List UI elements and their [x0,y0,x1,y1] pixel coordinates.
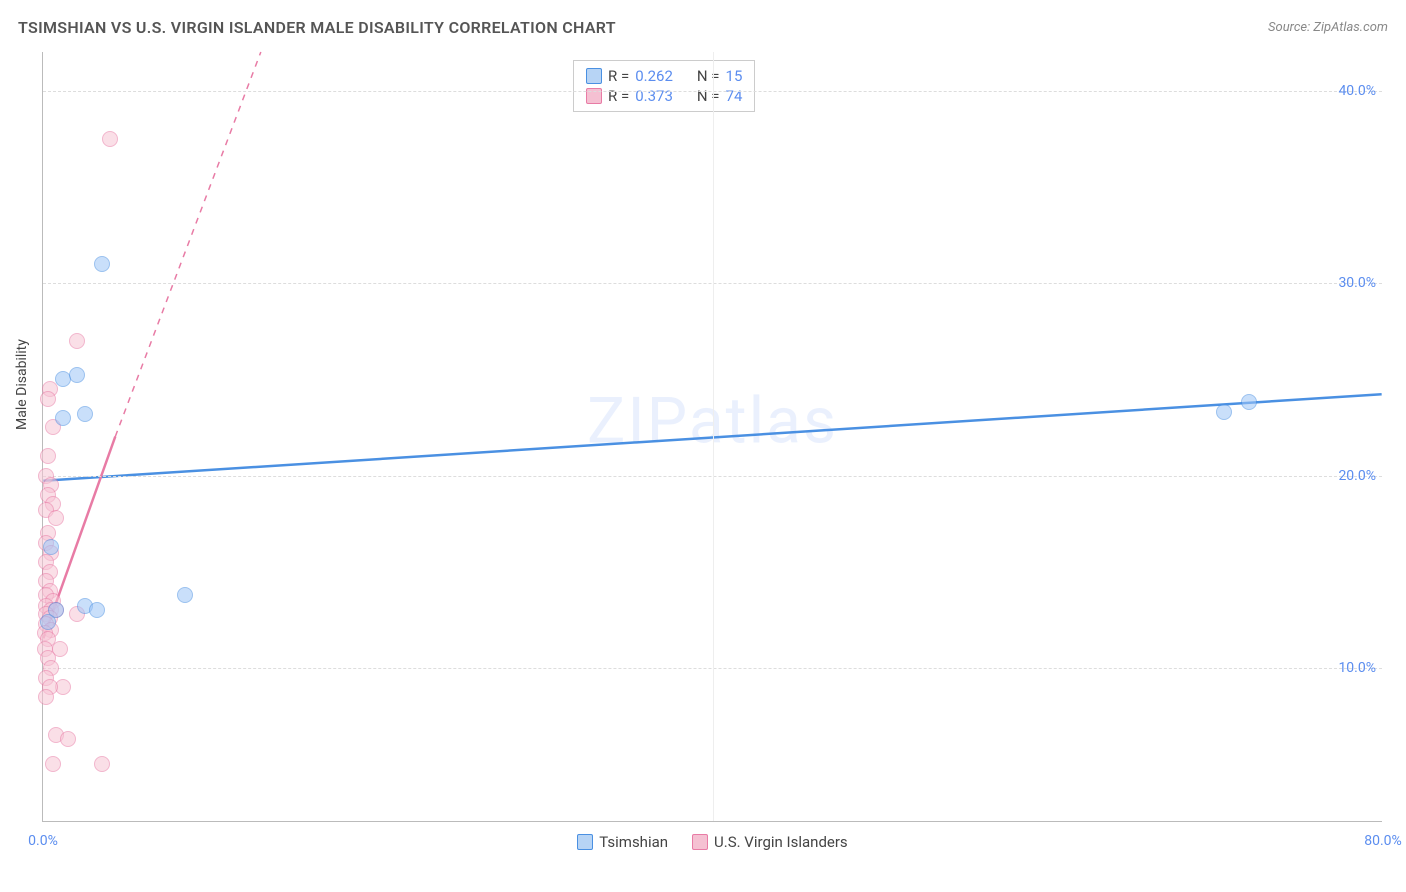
scatter-point-pink [40,448,56,464]
y-axis-label: Male Disability [14,339,30,430]
swatch-blue-icon [586,68,602,84]
legend-swatch-blue-icon [577,834,593,850]
scatter-point-blue [94,256,110,272]
chart-plot-area: ZIPatlas R = 0.262 N = 15 R = 0.373 N = … [42,52,1382,822]
chart-title: TSIMSHIAN VS U.S. VIRGIN ISLANDER MALE D… [18,18,616,37]
y-tick-label: 30.0% [1338,275,1376,291]
scatter-point-pink [38,689,54,705]
stats-row-blue: R = 0.262 N = 15 [586,67,742,85]
y-tick-label: 40.0% [1338,83,1376,99]
scatter-point-blue [43,539,59,555]
legend-item-blue: Tsimshian [577,833,668,851]
scatter-point-pink [40,391,56,407]
stat-r-label: R = [608,67,629,85]
legend-label-pink: U.S. Virgin Islanders [714,833,848,851]
stat-r-blue: 0.262 [635,67,673,85]
y-tick-label: 20.0% [1338,468,1376,484]
y-tick-label: 10.0% [1338,660,1376,676]
scatter-point-pink [45,756,61,772]
scatter-point-pink [48,510,64,526]
scatter-point-blue [1216,404,1232,420]
x-tick-label: 0.0% [28,833,58,849]
scatter-point-blue [55,410,71,426]
stats-legend-box: R = 0.262 N = 15 R = 0.373 N = 74 [573,60,755,112]
scatter-point-pink [102,131,118,147]
chart-header: TSIMSHIAN VS U.S. VIRGIN ISLANDER MALE D… [18,18,1388,37]
scatter-point-blue [89,602,105,618]
legend-label-blue: Tsimshian [599,833,668,851]
chart-source: Source: ZipAtlas.com [1268,20,1388,35]
legend-item-pink: U.S. Virgin Islanders [692,833,848,851]
scatter-point-pink [60,731,76,747]
scatter-point-blue [1241,394,1257,410]
scatter-point-pink [94,756,110,772]
scatter-point-blue [69,367,85,383]
scatter-point-blue [77,406,93,422]
gridline-v [713,52,714,821]
legend-swatch-pink-icon [692,834,708,850]
x-tick-label: 80.0% [1364,833,1402,849]
bottom-legend: Tsimshian U.S. Virgin Islanders [43,833,1382,851]
scatter-point-blue [177,587,193,603]
stat-n-blue: 15 [726,67,743,85]
stat-n-label: N = [697,67,720,85]
scatter-point-blue [40,614,56,630]
scatter-point-pink [69,333,85,349]
